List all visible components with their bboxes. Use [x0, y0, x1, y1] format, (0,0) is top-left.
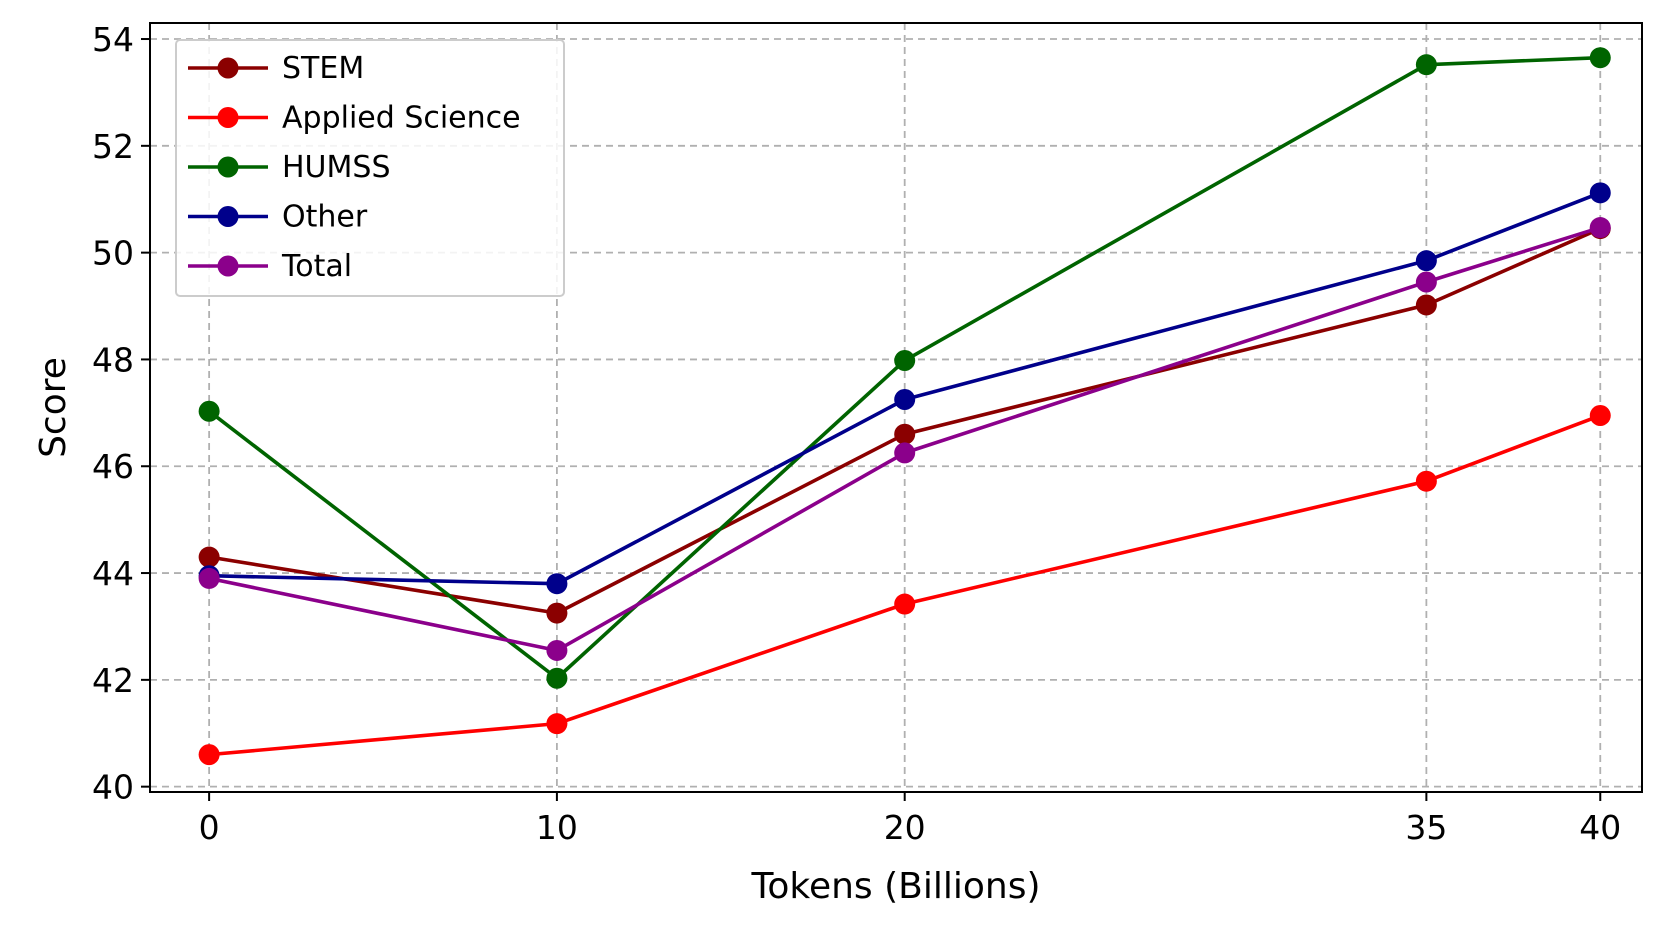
data-point-humss: [1589, 47, 1611, 69]
y-tick-label: 52: [92, 127, 134, 166]
series-applied-science: [198, 405, 1611, 766]
legend-label: Total: [281, 249, 352, 284]
data-point-humss: [894, 350, 916, 372]
data-point-total: [1415, 271, 1437, 293]
grid: [150, 23, 1642, 792]
data-point-total: [198, 567, 220, 589]
legend-marker: [217, 107, 239, 128]
legend-label: HUMSS: [282, 150, 391, 185]
ticks: 0 10 20 35 40 40 42 44 46 48 50 52 54: [92, 20, 1621, 847]
y-tick-label: 50: [92, 234, 134, 273]
legend-marker: [217, 156, 239, 178]
series-humss: [198, 47, 1611, 689]
legend-label: STEM: [282, 51, 364, 86]
data-point-other: [894, 388, 916, 410]
x-axis-title: Tokens (Billions): [750, 866, 1040, 907]
data-point-humss: [546, 667, 568, 689]
data-point-humss: [198, 400, 220, 422]
legend-item-other: Other: [188, 200, 368, 235]
legend-item-humss: HUMSS: [188, 150, 391, 185]
legend-item-stem: STEM: [188, 51, 364, 86]
legend-item-applied-science: Applied Science: [188, 101, 521, 136]
data-point-other: [1589, 182, 1611, 204]
legend-label: Applied Science: [282, 101, 521, 136]
data-point-total: [546, 639, 568, 661]
legend: STEM Applied Science HUMSS Other Total: [175, 39, 565, 297]
x-tick-label: 0: [199, 808, 220, 847]
data-point-humss: [1415, 54, 1437, 76]
y-axis-title: Score: [33, 357, 74, 458]
y-tick-label: 42: [92, 661, 134, 700]
data-point-applied-science: [1415, 470, 1437, 492]
y-tick-label: 48: [92, 340, 134, 379]
legend-label: Other: [282, 200, 368, 235]
data-point-applied-science: [894, 593, 916, 615]
legend-marker: [217, 255, 239, 277]
legend-item-total: Total: [188, 249, 352, 284]
data-point-applied-science: [546, 713, 568, 735]
y-tick-label: 40: [92, 768, 134, 807]
data-point-applied-science: [1589, 405, 1611, 427]
legend-marker: [217, 206, 239, 227]
data-point-stem: [546, 602, 568, 624]
plot-area-frame: [149, 22, 1643, 793]
data-point-total: [894, 442, 916, 464]
data-point-total: [1589, 217, 1611, 239]
data-point-stem: [1415, 294, 1437, 316]
x-tick-label: 20: [884, 808, 926, 847]
x-tick-label: 10: [536, 808, 578, 847]
x-tick-label: 35: [1405, 808, 1447, 847]
data-point-other: [1415, 250, 1437, 272]
series-total: [198, 217, 1611, 661]
series-layer: [198, 47, 1611, 766]
legend-box: [175, 39, 565, 297]
data-point-stem: [198, 546, 220, 568]
data-point-stem: [894, 423, 916, 445]
legend-marker: [217, 57, 239, 79]
data-point-other: [546, 573, 568, 595]
data-point-applied-science: [198, 744, 220, 766]
y-tick-label: 44: [92, 554, 134, 593]
y-tick-label: 54: [92, 20, 134, 59]
y-tick-label: 46: [92, 447, 134, 486]
x-tick-label: 40: [1579, 808, 1621, 847]
